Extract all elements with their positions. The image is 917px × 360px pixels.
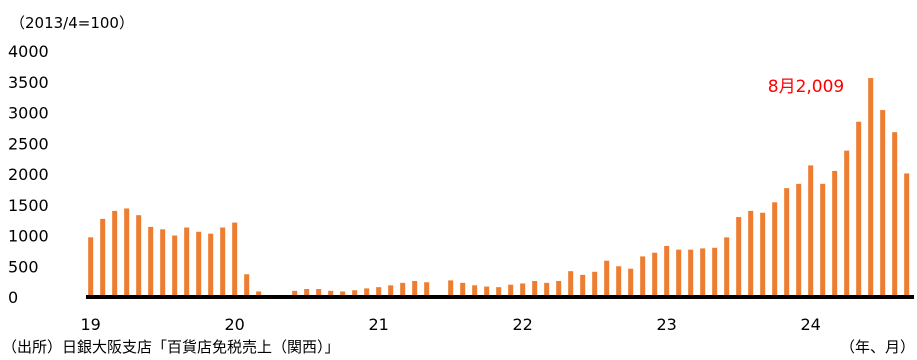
- bar: [388, 285, 394, 297]
- bar: [688, 249, 694, 297]
- x-tick-label: 19: [81, 315, 101, 334]
- y-tick-label: 2500: [8, 134, 49, 153]
- bar: [604, 260, 610, 297]
- bar: [232, 222, 238, 297]
- bar: [376, 287, 382, 297]
- bar: [652, 252, 658, 297]
- bar: [820, 183, 826, 297]
- bar: [772, 202, 778, 297]
- bar: [100, 218, 106, 297]
- bar: [568, 271, 574, 297]
- y-tick-label: 1500: [8, 196, 49, 215]
- bar: [760, 212, 766, 297]
- bar: [808, 165, 814, 297]
- x-tick-label: 20: [225, 315, 245, 334]
- bar: [856, 121, 862, 297]
- bar: [328, 290, 334, 297]
- bar: [508, 284, 514, 297]
- bar: [784, 188, 790, 297]
- bar: [160, 229, 166, 297]
- bar: [520, 283, 526, 297]
- bar: [412, 281, 418, 297]
- bar: [712, 247, 718, 297]
- x-axis-year-labels: 19 20 21 22 23 24: [81, 315, 821, 334]
- bar: [700, 248, 706, 297]
- y-tick-label: 2000: [8, 165, 49, 184]
- bar: [796, 183, 802, 297]
- bar: [460, 282, 466, 297]
- peak-annotation: 8月2,009: [768, 77, 844, 97]
- bar: [184, 227, 190, 297]
- bar: [364, 288, 370, 297]
- bar: [484, 286, 490, 297]
- bar: [544, 282, 550, 297]
- bar: [868, 78, 874, 297]
- bar: [148, 226, 154, 297]
- y-tick-label: 3500: [8, 73, 49, 92]
- bar: [88, 237, 94, 297]
- y-tick-label: 500: [8, 257, 39, 276]
- bar: [556, 281, 562, 297]
- bar: [304, 289, 310, 297]
- bar: [172, 235, 178, 297]
- bar: [616, 266, 622, 297]
- y-tick-label: 1000: [8, 227, 49, 246]
- source-note: （出所）日銀大阪支店「百貨店免税売上（関西）」: [2, 338, 340, 356]
- bar: [472, 285, 478, 297]
- x-tick-label: 21: [369, 315, 389, 334]
- bar: [748, 210, 754, 297]
- bars-group: [88, 78, 910, 297]
- bar: [904, 173, 910, 297]
- bar: [124, 208, 130, 297]
- bar: [844, 150, 850, 297]
- bar: [880, 110, 886, 297]
- bar: [220, 227, 226, 297]
- bar: [676, 249, 682, 297]
- bar: [256, 291, 262, 297]
- bar: [496, 287, 502, 297]
- bar: [580, 274, 586, 297]
- bar: [316, 289, 322, 297]
- bar: [400, 282, 406, 297]
- bar: [724, 237, 730, 297]
- bar: [196, 231, 202, 297]
- bar: [892, 132, 898, 297]
- bar: [640, 256, 646, 297]
- bar: [448, 280, 454, 297]
- bar: [736, 217, 742, 297]
- y-tick-label: 3000: [8, 104, 49, 123]
- x-axis-unit: （年、月）: [840, 338, 915, 356]
- bar: [208, 233, 214, 297]
- bar: [664, 245, 670, 297]
- bar: [832, 170, 838, 297]
- bar: [628, 268, 634, 297]
- bar: [112, 210, 118, 297]
- bar: [352, 290, 358, 297]
- unit-label: （2013/4=100）: [10, 14, 134, 32]
- y-tick-label: 0: [8, 288, 18, 307]
- bar: [340, 291, 346, 297]
- bar: [136, 215, 142, 297]
- x-tick-label: 23: [657, 315, 677, 334]
- x-tick-label: 24: [801, 315, 821, 334]
- bar: [244, 274, 250, 297]
- y-tick-label: 4000: [8, 42, 49, 61]
- x-tick-label: 22: [513, 315, 533, 334]
- bar: [592, 271, 598, 297]
- bar: [532, 281, 538, 297]
- y-axis-ticks: 0 500 1000 1500 2000 2500 3000 3500 4000: [8, 42, 49, 307]
- bar: [424, 282, 430, 297]
- bar: [292, 290, 298, 297]
